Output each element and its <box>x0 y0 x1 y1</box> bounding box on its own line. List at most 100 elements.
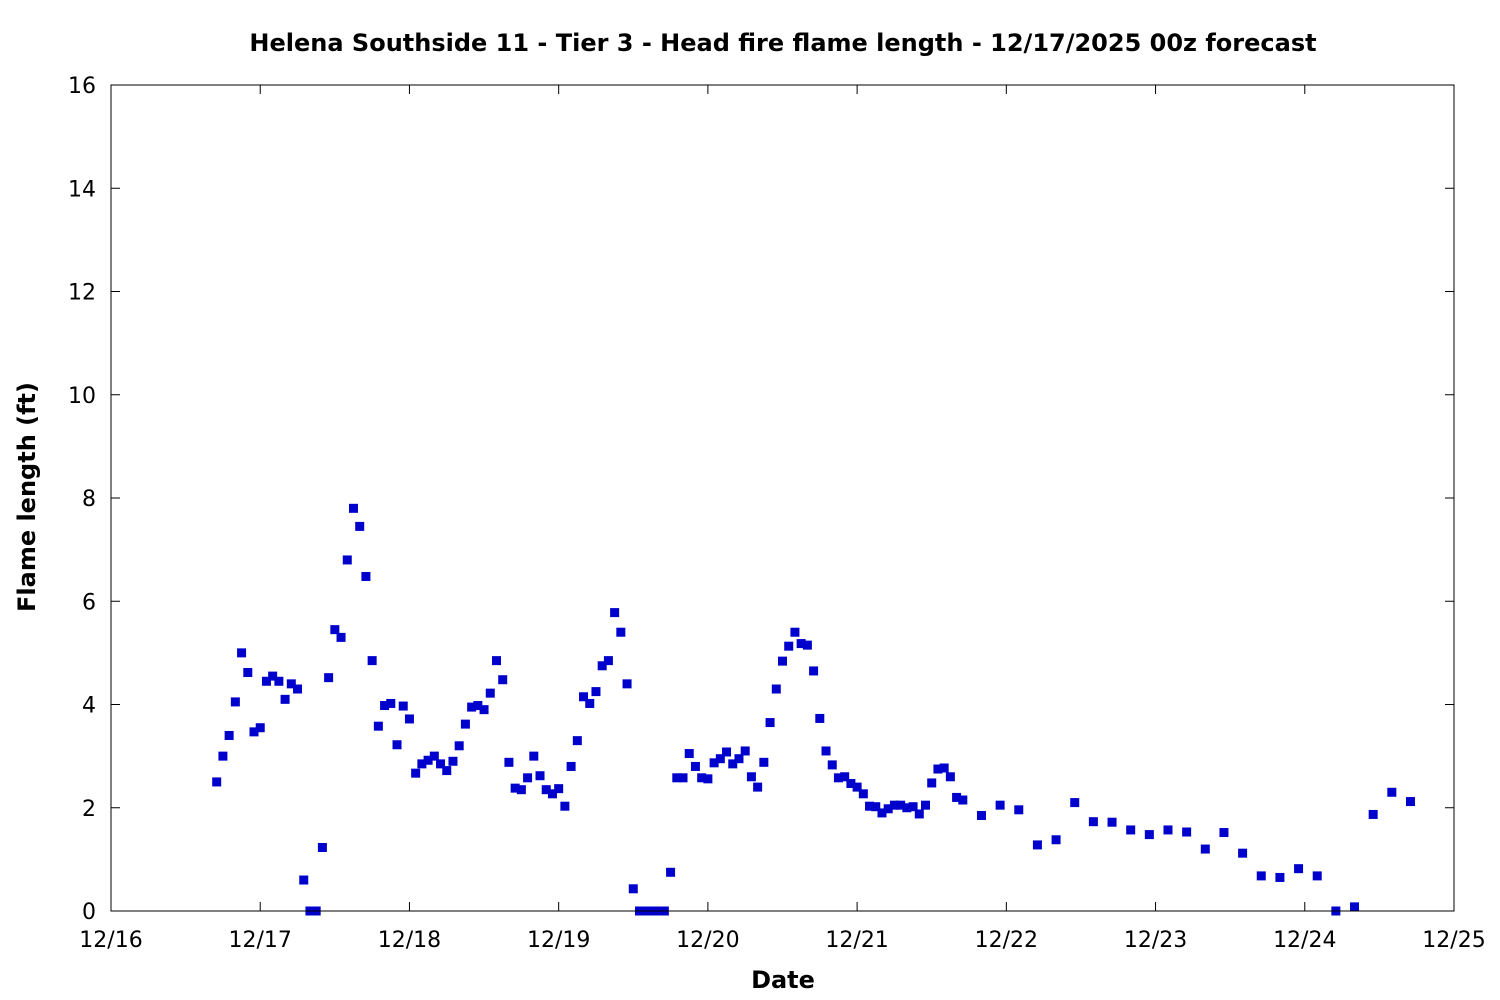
data-point <box>541 785 551 795</box>
data-point <box>504 757 514 767</box>
data-point <box>218 751 228 761</box>
data-point <box>485 688 495 698</box>
x-tick-label: 12/21 <box>825 928 888 953</box>
data-point <box>324 673 334 683</box>
data-point <box>585 698 595 708</box>
data-point <box>293 684 303 694</box>
x-tick-label: 12/24 <box>1273 928 1336 953</box>
x-tick-label: 12/20 <box>676 928 739 953</box>
data-point <box>1126 825 1136 835</box>
data-point <box>678 773 688 783</box>
data-point <box>1182 827 1192 837</box>
data-point <box>1405 797 1415 807</box>
data-point <box>939 763 949 773</box>
data-point <box>243 667 253 677</box>
data-point <box>746 772 756 782</box>
data-point <box>809 666 819 676</box>
data-point <box>622 679 632 689</box>
data-point <box>852 782 862 792</box>
data-point <box>342 555 352 565</box>
data-point <box>1275 872 1285 882</box>
y-tick-label: 10 <box>68 384 96 409</box>
data-point <box>796 639 806 649</box>
data-point <box>212 777 222 787</box>
tick-labels: 12/16 12/17 12/18 12/19 12/20 12/21 12/22 12/23… <box>68 74 1486 953</box>
data-point <box>1088 817 1098 827</box>
data-point <box>740 746 750 756</box>
data-point <box>610 608 620 618</box>
y-tick-label: 6 <box>82 590 96 615</box>
y-axis-label: Flame length (ft) <box>13 382 41 612</box>
data-point <box>628 884 638 894</box>
x-tick-label: 12/25 <box>1422 928 1485 953</box>
data-point <box>268 671 278 681</box>
data-point <box>380 701 390 711</box>
data-point <box>1051 835 1061 845</box>
data-point <box>790 627 800 637</box>
data-point <box>753 782 763 792</box>
data-point <box>1350 902 1360 912</box>
data-point <box>535 771 545 781</box>
data-point <box>672 773 682 783</box>
data-point <box>927 778 937 788</box>
data-point <box>261 676 271 686</box>
data-point <box>460 719 470 729</box>
data-point <box>877 808 887 818</box>
data-point <box>255 723 265 733</box>
data-point <box>386 698 396 708</box>
data-point <box>566 761 576 771</box>
data-point <box>846 778 856 788</box>
x-tick-label: 12/22 <box>975 928 1038 953</box>
data-point <box>436 759 446 769</box>
data-point <box>1256 871 1266 881</box>
data-point <box>1200 844 1210 854</box>
y-tick-label: 14 <box>68 177 96 202</box>
data-point <box>280 694 290 704</box>
data-point <box>690 761 700 771</box>
data-point <box>952 792 962 802</box>
data-point <box>417 759 427 769</box>
data-point <box>547 789 557 799</box>
data-point <box>666 867 676 877</box>
data-point <box>1219 828 1229 838</box>
data-point <box>1312 871 1322 881</box>
data-point <box>454 741 464 751</box>
data-point <box>734 754 744 764</box>
data-point <box>224 730 234 740</box>
data-point <box>914 809 924 819</box>
data-point <box>865 801 875 811</box>
data-point <box>510 783 520 793</box>
data-point <box>479 705 489 715</box>
data-point <box>404 714 414 724</box>
data-point <box>1144 830 1154 840</box>
data-point <box>827 760 837 770</box>
x-tick-label: 12/16 <box>79 928 142 953</box>
plot-area-frame <box>110 84 1455 912</box>
data-point <box>249 727 259 737</box>
data-point <box>554 784 564 794</box>
data-point <box>784 641 794 651</box>
data-point <box>933 764 943 774</box>
data-point <box>709 758 719 768</box>
data-point <box>976 810 986 820</box>
data-point <box>883 804 893 814</box>
data-point <box>467 702 477 712</box>
y-tick-label: 12 <box>68 281 96 306</box>
x-tick-label: 12/19 <box>527 928 590 953</box>
data-point <box>871 802 881 812</box>
data-point <box>579 692 589 702</box>
data-point <box>821 746 831 756</box>
y-tick-label: 16 <box>68 74 96 99</box>
data-point <box>889 800 899 810</box>
data-point <box>473 701 483 711</box>
data-point <box>330 625 340 635</box>
data-point <box>603 656 613 666</box>
data-point <box>498 675 508 685</box>
x-tick-label: 12/23 <box>1124 928 1187 953</box>
y-tick-label: 0 <box>82 900 96 925</box>
data-point <box>995 800 1005 810</box>
data-point <box>1070 798 1080 808</box>
data-point <box>491 656 501 666</box>
data-point <box>902 803 912 813</box>
